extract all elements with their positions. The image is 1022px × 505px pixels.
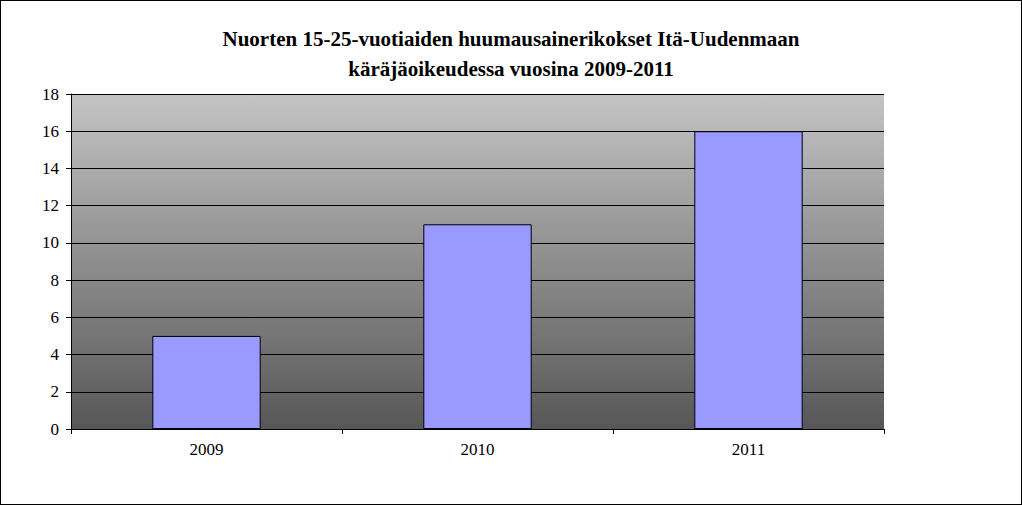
svg-text:käräjäoikeudessa vuosina 2009-: käräjäoikeudessa vuosina 2009-2011 [348,57,674,81]
svg-text:16: 16 [42,122,59,141]
svg-text:2: 2 [51,382,60,401]
svg-text:2010: 2010 [461,440,495,459]
svg-text:14: 14 [42,159,60,178]
svg-text:8: 8 [51,271,60,290]
svg-text:4: 4 [51,345,60,364]
svg-text:0: 0 [51,420,60,439]
svg-text:2009: 2009 [190,440,224,459]
svg-text:2011: 2011 [732,440,765,459]
svg-text:12: 12 [42,196,59,215]
svg-text:6: 6 [51,308,60,327]
svg-text:10: 10 [42,233,59,252]
svg-text:18: 18 [42,85,59,104]
svg-text:Nuorten 15-25-vuotiaiden huuma: Nuorten 15-25-vuotiaiden huumausaineriko… [223,27,800,51]
